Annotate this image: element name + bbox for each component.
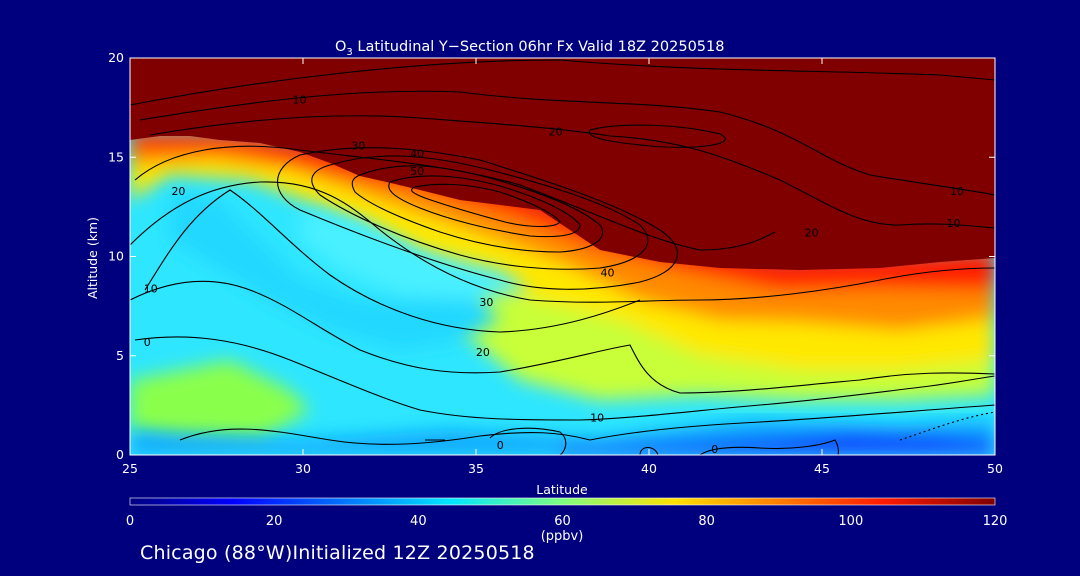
contour-label: 40 [600, 266, 614, 279]
contour-label: 10 [950, 185, 964, 198]
colorbar-tick-label: 60 [554, 514, 571, 529]
contour-line [130, 181, 995, 303]
contour-lines [130, 59, 995, 455]
y-tick-label: 5 [116, 348, 124, 363]
colorbar-tick-label: 40 [410, 514, 427, 529]
y-tick-label: 10 [108, 249, 124, 264]
x-tick-label: 50 [987, 461, 1003, 476]
field-cyan-pocket-1 [170, 190, 500, 350]
contour-line [388, 175, 581, 238]
contour-label: 0 [711, 443, 718, 456]
contour-label: 40 [410, 147, 424, 160]
contour-label: 30 [351, 139, 365, 152]
contour-labels: 10 20 30 40 50 20 10 10 20 40 10 30 0 20 10 0 0 [144, 94, 964, 456]
x-axis: 25 30 35 40 45 50 [122, 58, 1003, 476]
contour-label: 10 [946, 217, 960, 230]
field-blue-surface [560, 432, 995, 455]
contour-line [276, 147, 678, 290]
contour-line [130, 59, 995, 106]
x-tick-label: 35 [468, 461, 484, 476]
colorbar-tick-label: 0 [126, 514, 134, 529]
x-tick-label: 25 [122, 461, 138, 476]
contour-line [139, 90, 995, 196]
field-darkred-stratosphere [130, 58, 995, 270]
contour-label: 0 [144, 336, 151, 349]
x-axis-label: Latitude [536, 482, 588, 497]
contour-line [351, 165, 603, 253]
footer-init-info: Chicago (88°W)Initialized 12Z 20250518 [140, 542, 535, 564]
contour-label: 20 [549, 125, 563, 138]
x-tick-label: 30 [295, 461, 311, 476]
contour-line [311, 155, 649, 270]
colorbar-tick-label: 80 [698, 514, 715, 529]
y-tick-label: 0 [116, 447, 124, 462]
y-tick-label: 15 [108, 149, 124, 164]
contour-label: 20 [805, 227, 819, 240]
contour-line [179, 404, 995, 445]
x-tick-label: 45 [814, 461, 830, 476]
contour-label: 0 [497, 439, 504, 452]
contour-line [130, 280, 995, 394]
contour-label: 10 [293, 94, 307, 107]
contour-line [588, 124, 726, 148]
colorbar: 0 20 40 60 80 100 120 (ppbv) [126, 497, 1008, 544]
contour-label: 20 [171, 185, 185, 198]
contour-label: 50 [410, 165, 424, 178]
colorbar-tick-label: 120 [983, 514, 1008, 529]
ozone-field [130, 132, 995, 440]
y-axis: 0 5 10 15 20 [108, 50, 995, 462]
x-tick-label: 40 [641, 461, 657, 476]
plot-area: 10 20 30 40 50 20 10 10 20 40 10 30 0 20 10 0 0 [130, 58, 995, 456]
colorbar-ticks: 0 20 40 60 80 100 120 [126, 514, 1008, 529]
contour-line [411, 183, 561, 228]
contour-line [134, 145, 776, 251]
field-green-left [130, 360, 310, 440]
contour-line [134, 336, 995, 421]
colorbar-unit: (ppbv) [541, 529, 584, 544]
contour-label: 10 [590, 411, 604, 424]
contour-label: 10 [144, 282, 158, 295]
contour-line [639, 446, 659, 455]
contour-label: 30 [479, 296, 493, 309]
colorbar-strip [129, 497, 996, 506]
colorbar-tick-label: 20 [266, 514, 283, 529]
y-tick-label: 20 [108, 50, 124, 65]
contour-line [489, 427, 567, 455]
contour-label: 20 [476, 346, 490, 359]
surface-blue [130, 420, 995, 455]
contour-line [699, 439, 839, 455]
y-axis-label: Altitude (km) [85, 217, 100, 299]
chart-title: O3 Latitudinal Y−Section 06hr Fx Valid 1… [335, 39, 724, 58]
contour-line [144, 189, 641, 333]
colorbar-tick-label: 100 [838, 514, 863, 529]
contour-line [149, 115, 995, 229]
